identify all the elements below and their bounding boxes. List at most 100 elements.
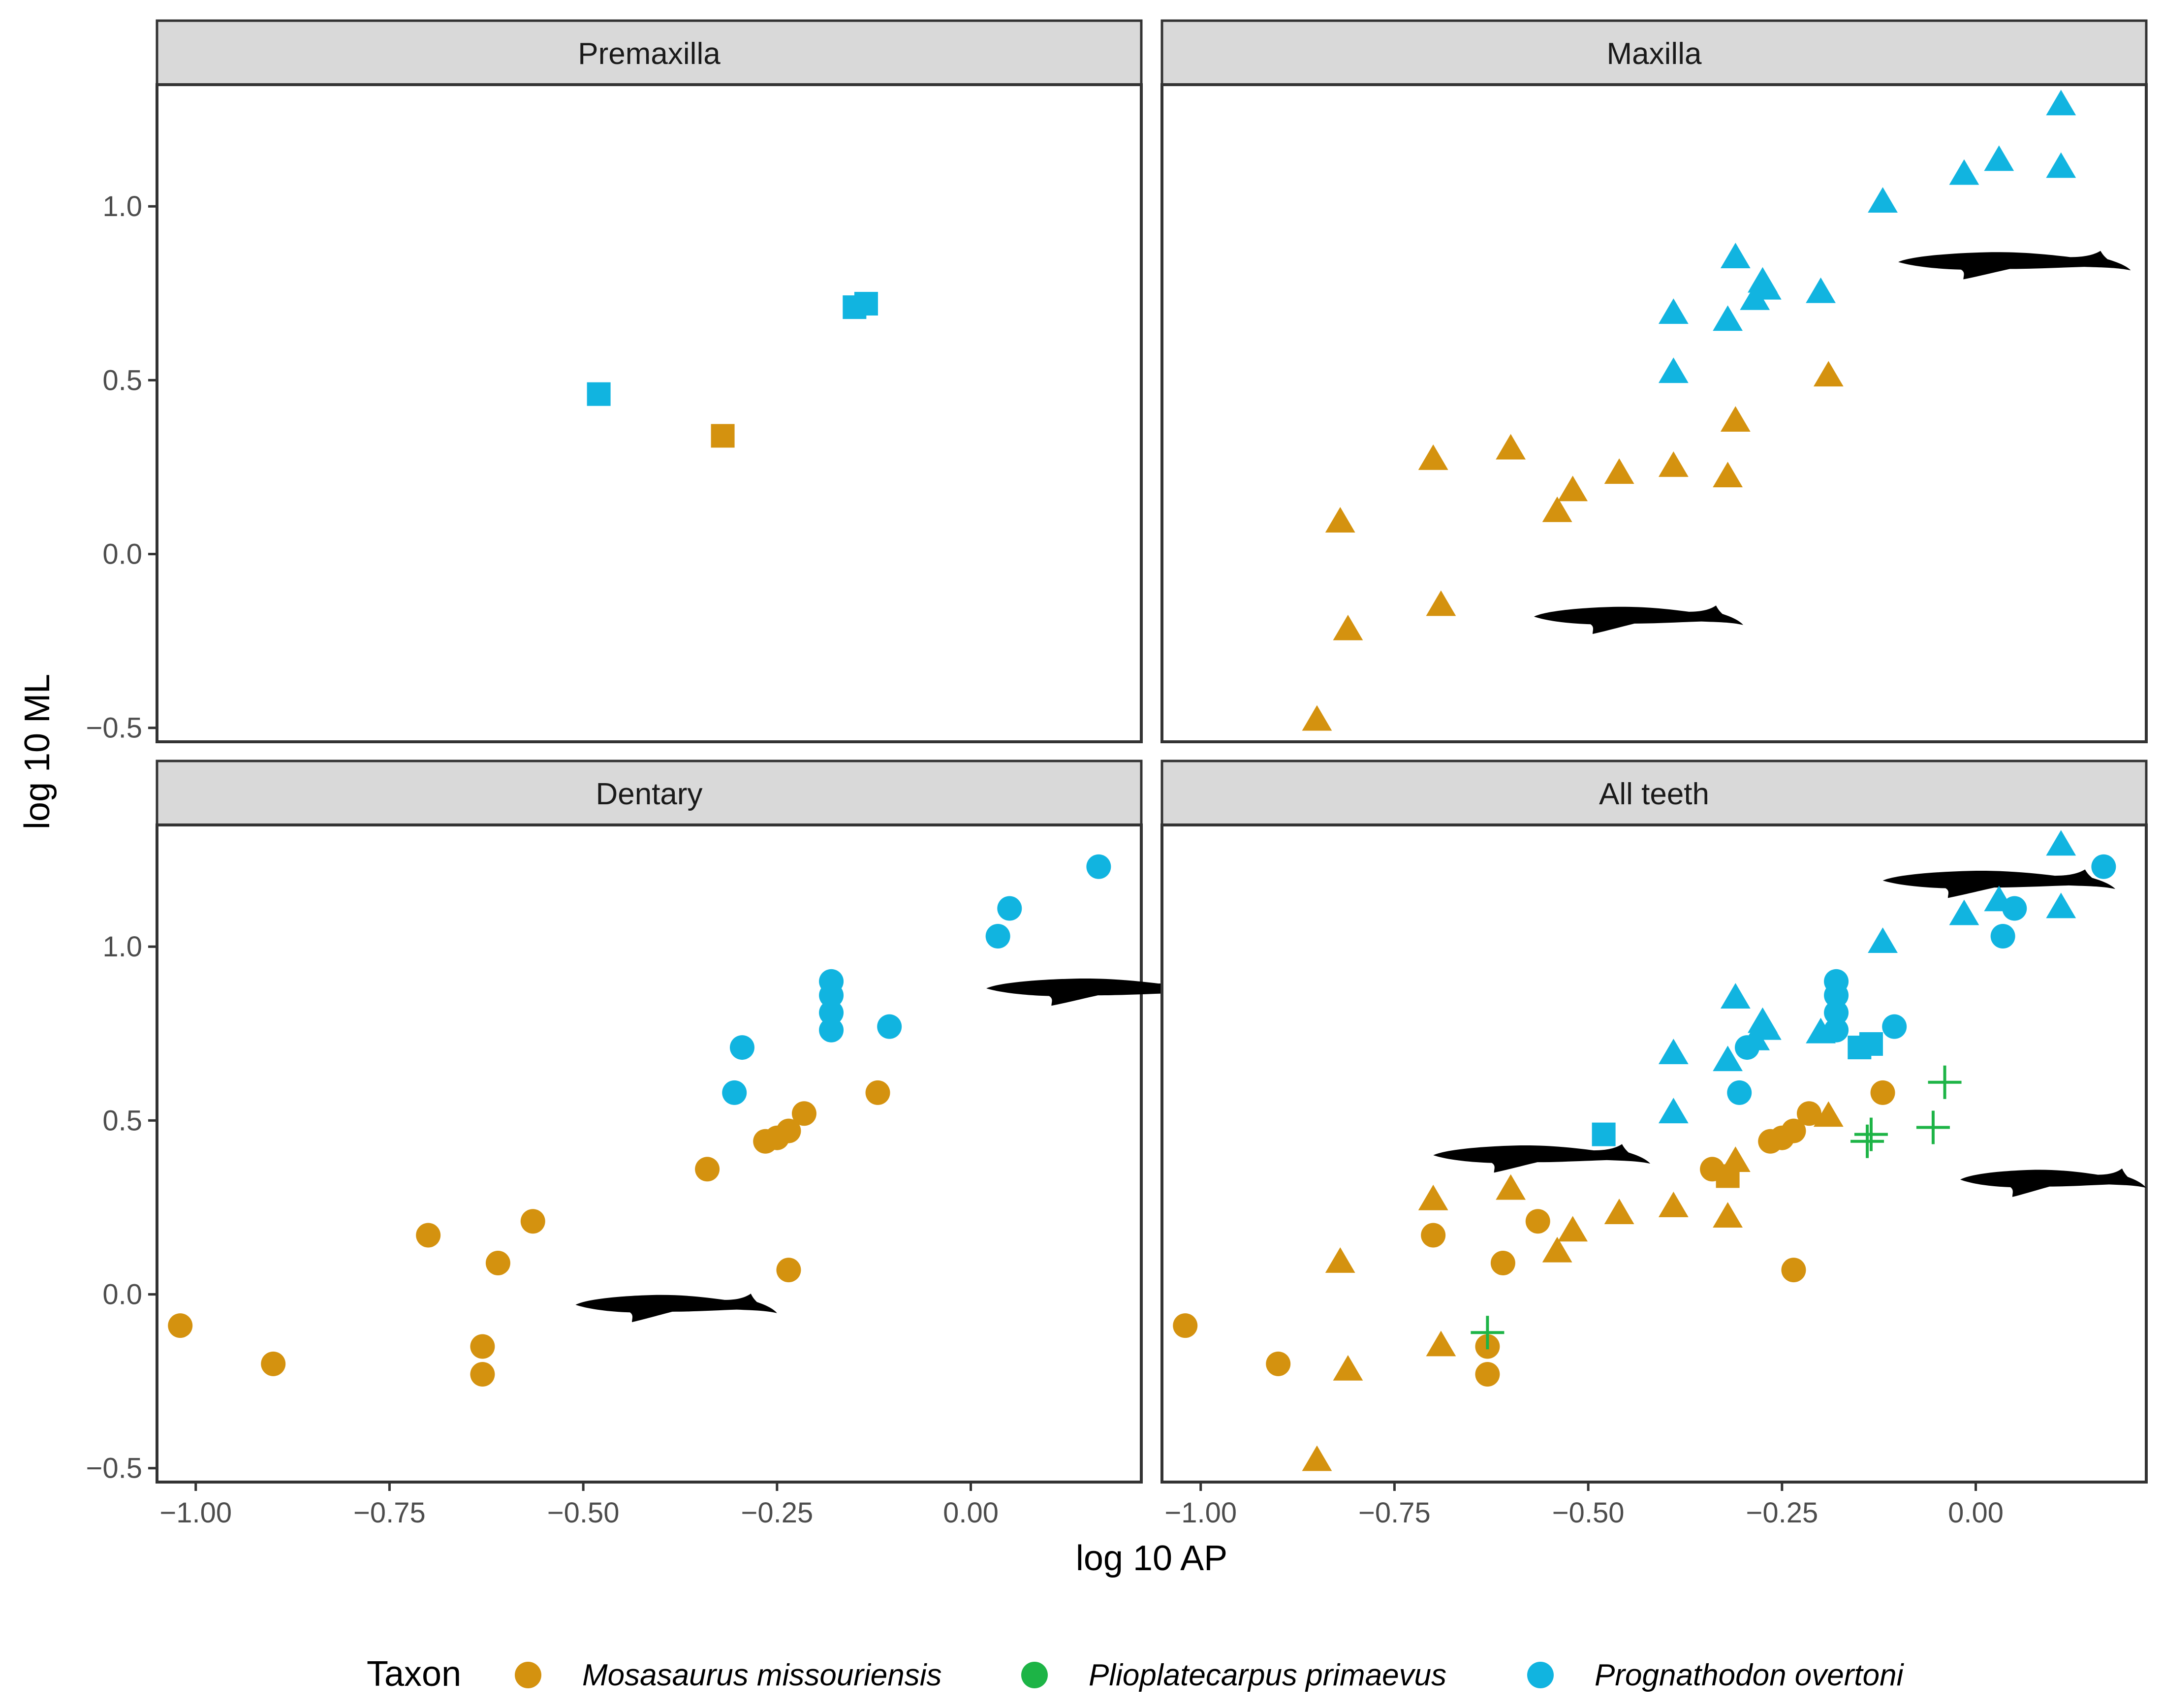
marks-premaxilla — [587, 292, 878, 448]
data-point-mosasaurus-premaxilla — [711, 424, 735, 448]
x-axis-left: −1.00 −0.75 −0.50 −0.25 0.00 — [159, 1482, 999, 1529]
legend-title: Taxon — [367, 1654, 461, 1694]
mosasaur-silhouette — [1898, 251, 2131, 280]
strip-maxilla — [1160, 19, 2148, 86]
data-point-prognathodon-maxilla — [1751, 1014, 1782, 1040]
data-point-mosasaurus-maxilla — [1658, 1191, 1689, 1217]
data-point-mosasaurus-maxilla — [1604, 1199, 1634, 1224]
legend-key-plioplatecarpus — [1021, 1662, 1048, 1688]
data-point-mosasaurus-maxilla — [1426, 590, 1456, 616]
y-tick-label: −0.5 — [86, 712, 143, 744]
data-point-mosasaurus-dentary — [520, 1209, 545, 1234]
data-point-mosasaurus-dentary — [261, 1351, 286, 1376]
data-point-mosasaurus-dentary — [1421, 1223, 1446, 1248]
data-point-mosasaurus-maxilla — [1604, 458, 1634, 484]
data-point-mosasaurus-maxilla — [1426, 1330, 1456, 1357]
data-point-mosasaurus-maxilla — [1813, 361, 1844, 387]
data-point-prognathodon-maxilla — [1713, 305, 1743, 331]
marks-all-teeth — [1173, 830, 2146, 1471]
data-point-prognathodon-premaxilla — [854, 292, 878, 316]
data-point-prognathodon-maxilla — [1868, 187, 1898, 213]
data-point-prognathodon-dentary — [819, 1000, 844, 1025]
data-point-mosasaurus-dentary — [865, 1080, 890, 1105]
data-point-prognathodon-dentary — [1990, 924, 2015, 949]
x-tick-label: −0.50 — [547, 1497, 620, 1529]
data-point-mosasaurus-dentary — [416, 1223, 441, 1248]
x-tick-label: −0.75 — [1358, 1497, 1431, 1529]
y-tick-label: 1.0 — [102, 931, 142, 963]
x-tick-label: 0.00 — [943, 1497, 999, 1529]
data-point-mosasaurus-maxilla — [1333, 1355, 1363, 1381]
y-axis-top: −0.5 0.0 0.5 1.0 — [86, 190, 157, 744]
plot-area-maxilla — [1160, 83, 2148, 743]
data-point-prognathodon-maxilla — [1984, 886, 2014, 912]
panel-all-teeth: All teeth — [1160, 759, 2148, 1484]
data-point-prognathodon-maxilla — [1720, 983, 1751, 1009]
y-tick-label: 0.0 — [102, 538, 142, 570]
data-point-mosasaurus-maxilla — [1418, 444, 1448, 470]
data-point-prognathodon-dentary — [729, 1035, 754, 1060]
data-point-prognathodon-dentary — [1824, 969, 1849, 994]
mosasaur-silhouette — [1433, 1144, 1651, 1173]
data-point-mosasaurus-dentary — [1475, 1362, 1500, 1387]
x-tick-label: −1.00 — [159, 1497, 232, 1529]
data-point-mosasaurus-maxilla — [1813, 1101, 1844, 1127]
mosasaur-silhouette — [1882, 869, 2116, 898]
data-point-prognathodon-premaxilla — [1592, 1122, 1616, 1146]
strip-dentary — [156, 759, 1143, 826]
data-point-mosasaurus-maxilla — [1302, 705, 1332, 731]
data-point-mosasaurus-maxilla — [1720, 406, 1751, 432]
data-point-prognathodon-maxilla — [1658, 1039, 1689, 1065]
legend-label-plioplatecarpus: Plioplatecarpus primaevus — [1089, 1658, 1446, 1692]
plot-area-dentary — [156, 823, 1143, 1484]
data-point-prognathodon-dentary — [1824, 1000, 1849, 1025]
strip-title-dentary: Dentary — [596, 777, 702, 811]
data-point-mosasaurus-maxilla — [1558, 1216, 1588, 1242]
x-tick-label: −0.75 — [353, 1497, 426, 1529]
data-point-plioplatecarpus-unknown — [1471, 1316, 1505, 1350]
data-point-mosasaurus-dentary — [791, 1101, 816, 1126]
data-point-prognathodon-maxilla — [1713, 1045, 1743, 1072]
x-tick-label: −0.50 — [1552, 1497, 1625, 1529]
y-tick-label: 0.5 — [102, 364, 142, 396]
x-axis-title: log 10 AP — [1076, 1539, 1227, 1578]
y-axis-title: log 10 ML — [18, 674, 57, 829]
data-point-prognathodon-dentary — [1727, 1080, 1752, 1105]
data-point-mosasaurus-dentary — [168, 1313, 193, 1338]
data-point-mosasaurus-maxilla — [1542, 496, 1572, 522]
data-point-mosasaurus-dentary — [1781, 1258, 1806, 1283]
data-point-mosasaurus-maxilla — [1542, 1236, 1572, 1263]
strip-title-maxilla: Maxilla — [1607, 37, 1702, 71]
y-tick-label: 1.0 — [102, 190, 142, 222]
y-tick-label: 0.5 — [102, 1105, 142, 1137]
panel-maxilla: Maxilla — [1160, 19, 2148, 743]
x-tick-label: −0.25 — [741, 1497, 813, 1529]
data-point-prognathodon-maxilla — [1720, 243, 1751, 269]
data-point-prognathodon-maxilla — [1949, 159, 1979, 185]
data-point-mosasaurus-dentary — [1525, 1209, 1550, 1234]
data-point-mosasaurus-maxilla — [1713, 1202, 1743, 1228]
data-point-mosasaurus-dentary — [695, 1157, 720, 1182]
data-point-plioplatecarpus-unknown — [1850, 1124, 1884, 1158]
data-point-mosasaurus-maxilla — [1713, 462, 1743, 488]
data-point-prognathodon-maxilla — [2046, 830, 2076, 856]
data-point-mosasaurus-dentary — [485, 1251, 510, 1275]
data-point-prognathodon-maxilla — [1806, 277, 1836, 303]
data-point-mosasaurus-maxilla — [1558, 475, 1588, 502]
data-point-prognathodon-maxilla — [1658, 1098, 1689, 1124]
data-point-mosasaurus-dentary — [776, 1258, 801, 1283]
data-point-prognathodon-dentary — [722, 1080, 747, 1105]
x-tick-label: 0.00 — [1948, 1497, 2004, 1529]
data-point-prognathodon-dentary — [819, 969, 844, 994]
data-point-mosasaurus-maxilla — [1496, 1174, 1526, 1200]
strip-premaxilla — [156, 19, 1143, 86]
data-point-mosasaurus-maxilla — [1325, 1247, 1355, 1273]
data-point-prognathodon-premaxilla — [587, 382, 611, 406]
data-point-prognathodon-dentary — [2091, 854, 2116, 879]
x-tick-label: −0.25 — [1746, 1497, 1818, 1529]
y-axis-bottom: −0.5 0.0 0.5 1.0 — [86, 931, 157, 1485]
data-point-mosasaurus-dentary — [1173, 1313, 1198, 1338]
data-point-prognathodon-premaxilla — [1859, 1032, 1883, 1056]
data-point-mosasaurus-dentary — [470, 1334, 495, 1359]
data-point-prognathodon-maxilla — [1658, 357, 1689, 383]
